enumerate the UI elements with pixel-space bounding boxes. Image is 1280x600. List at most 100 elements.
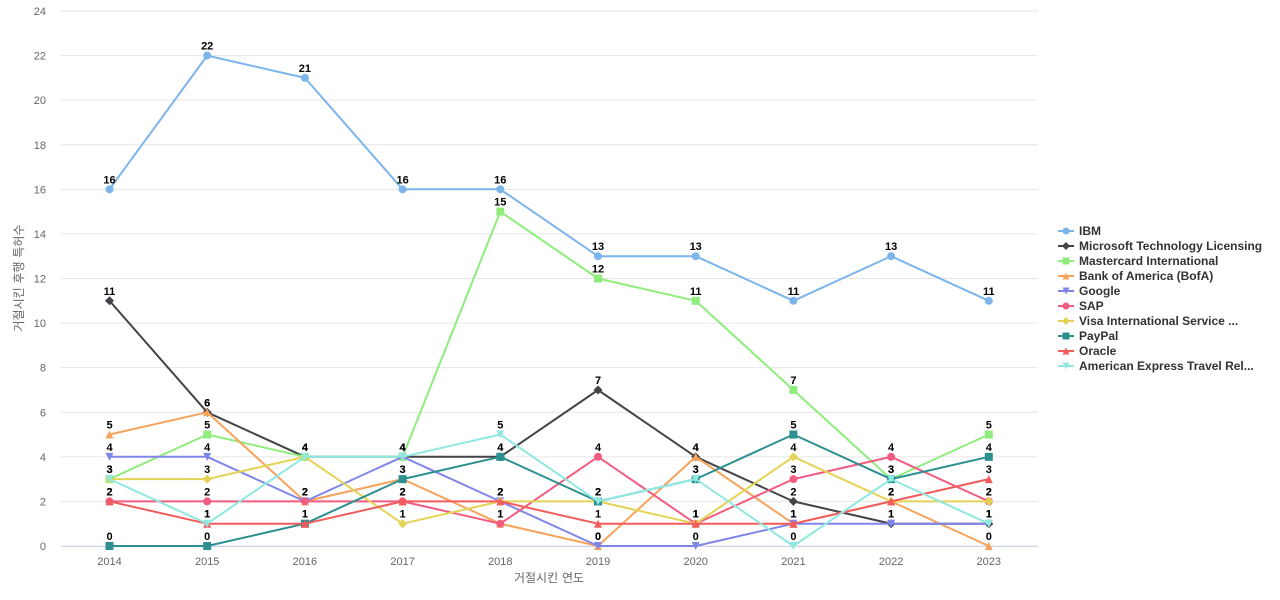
data-point[interactable]	[594, 542, 602, 550]
data-point[interactable]	[984, 296, 993, 305]
legend-item[interactable]: PayPal	[1058, 329, 1118, 343]
data-point[interactable]	[398, 475, 407, 484]
data-label: 3	[693, 464, 699, 476]
data-point[interactable]	[691, 452, 700, 461]
data-label: 12	[592, 264, 604, 276]
data-point[interactable]	[496, 497, 505, 506]
data-point[interactable]	[691, 519, 700, 528]
data-point[interactable]	[496, 452, 505, 461]
data-point[interactable]	[593, 385, 603, 395]
legend-marker	[1062, 317, 1070, 325]
data-point[interactable]	[887, 497, 896, 506]
data-label: 2	[302, 486, 308, 498]
data-point[interactable]	[887, 252, 896, 261]
data-point[interactable]	[887, 452, 896, 461]
data-label: 3	[400, 464, 406, 476]
data-point[interactable]	[300, 452, 309, 461]
data-point[interactable]	[594, 452, 602, 461]
data-point[interactable]	[203, 452, 212, 461]
data-point[interactable]	[788, 496, 798, 506]
data-point[interactable]	[789, 542, 798, 550]
data-point[interactable]	[691, 252, 700, 261]
data-point[interactable]	[984, 430, 993, 439]
legend-item[interactable]: Visa International Service ...	[1058, 314, 1238, 328]
data-point[interactable]	[105, 475, 114, 484]
data-point[interactable]	[300, 497, 309, 506]
legend-item[interactable]: Google	[1058, 284, 1121, 298]
data-point[interactable]	[789, 385, 798, 394]
data-point[interactable]	[203, 51, 212, 60]
data-point[interactable]	[594, 497, 602, 506]
legend-item[interactable]: SAP	[1058, 299, 1104, 313]
data-point[interactable]	[984, 496, 994, 506]
data-point[interactable]	[887, 519, 896, 528]
data-point[interactable]	[203, 497, 212, 506]
data-point[interactable]	[789, 475, 798, 484]
series-0	[105, 51, 993, 305]
data-point[interactable]	[594, 519, 602, 528]
data-point[interactable]	[594, 274, 602, 283]
data-point[interactable]	[887, 475, 896, 484]
data-label: 2	[302, 486, 308, 498]
legend-item[interactable]: American Express Travel Rel...	[1058, 359, 1254, 373]
data-point[interactable]	[789, 296, 798, 305]
data-point[interactable]	[105, 430, 114, 439]
data-point[interactable]	[203, 519, 212, 528]
data-label: 0	[204, 531, 210, 543]
data-point[interactable]	[105, 296, 114, 306]
legend-item[interactable]: Mastercard International	[1058, 254, 1218, 268]
y-tick-label: 8	[40, 363, 46, 375]
data-point[interactable]	[984, 452, 993, 461]
data-point[interactable]	[691, 296, 700, 305]
y-tick-label: 2	[40, 496, 46, 508]
data-point[interactable]	[300, 73, 309, 82]
y-tick-label: 24	[34, 6, 46, 18]
data-label: 5	[204, 420, 210, 432]
data-point[interactable]	[300, 519, 309, 528]
data-point[interactable]	[105, 185, 114, 194]
data-point[interactable]	[788, 452, 798, 462]
data-point[interactable]	[594, 252, 602, 261]
data-point[interactable]	[105, 452, 114, 461]
data-point[interactable]	[496, 185, 505, 194]
data-label: 1	[693, 509, 699, 521]
data-point[interactable]	[789, 430, 798, 439]
data-point[interactable]	[202, 474, 212, 484]
data-point[interactable]	[789, 519, 798, 528]
data-point[interactable]	[398, 497, 407, 506]
y-tick-label: 4	[40, 452, 46, 464]
data-point[interactable]	[105, 497, 114, 506]
data-point[interactable]	[203, 542, 212, 550]
legend-item[interactable]: IBM	[1058, 224, 1101, 238]
data-point[interactable]	[398, 452, 407, 461]
data-label: 4	[986, 442, 993, 454]
data-point[interactable]	[691, 475, 700, 484]
data-point[interactable]	[496, 207, 505, 216]
legend-label: SAP	[1079, 299, 1104, 313]
legend-item[interactable]: Microsoft Technology Licensing	[1058, 239, 1262, 253]
data-point[interactable]	[105, 542, 114, 550]
legend-marker	[1062, 227, 1070, 235]
data-point[interactable]	[398, 519, 408, 529]
legend-item[interactable]: Bank of America (BofA)	[1058, 269, 1213, 283]
data-point[interactable]	[203, 408, 212, 417]
data-point[interactable]	[496, 430, 505, 439]
legend-label: IBM	[1079, 224, 1101, 238]
x-tick-label: 2014	[97, 556, 121, 568]
data-label: 13	[592, 241, 604, 253]
data-label: 2	[986, 486, 992, 498]
data-label: 2	[888, 486, 894, 498]
data-point[interactable]	[496, 519, 505, 528]
data-point[interactable]	[984, 475, 993, 484]
legend-label: Mastercard International	[1079, 254, 1218, 268]
data-point[interactable]	[984, 542, 993, 550]
data-point[interactable]	[691, 542, 700, 550]
data-point[interactable]	[984, 519, 993, 528]
legend-item[interactable]: Oracle	[1058, 344, 1117, 358]
data-point[interactable]	[398, 185, 407, 194]
data-point[interactable]	[203, 430, 212, 439]
data-label: 11	[690, 286, 702, 298]
data-label: 2	[400, 486, 406, 498]
data-label: 4	[302, 442, 309, 454]
